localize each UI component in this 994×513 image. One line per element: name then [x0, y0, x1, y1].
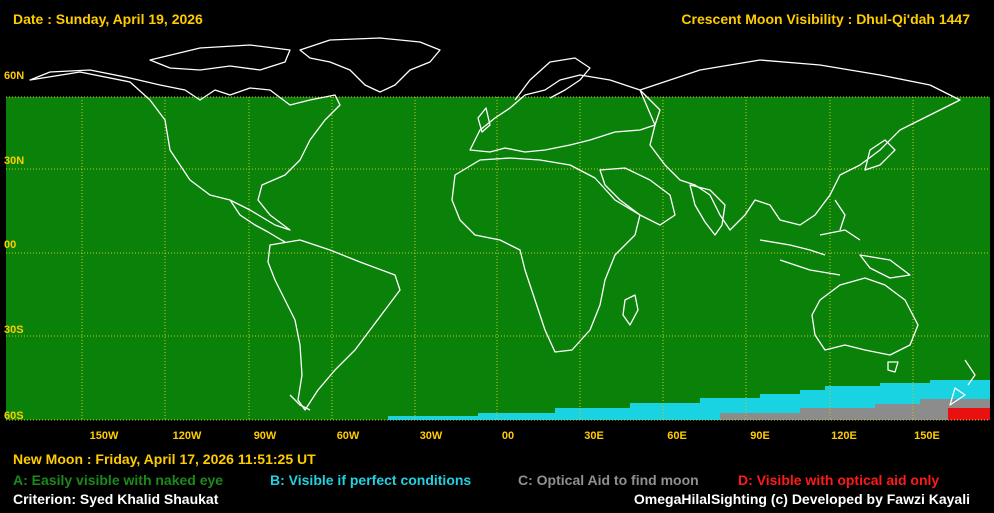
lon-label-150e: 150E [914, 430, 940, 442]
lon-label-150w: 150W [89, 430, 119, 442]
graticule [6, 96, 990, 421]
legend-d: D: Visible with optical aid only [738, 472, 940, 488]
lon-label-60e: 60E [667, 430, 687, 442]
lon-label-90w: 90W [253, 430, 277, 442]
lat-label-60s: 60S [4, 410, 24, 422]
new-moon-text: New Moon : Friday, April 17, 2026 11:51:… [13, 451, 316, 467]
lat-label-30n: 30N [4, 155, 25, 167]
lon-label-30e: 30E [584, 430, 604, 442]
lon-label-120w: 120W [172, 430, 202, 442]
lon-label-120e: 120E [831, 430, 857, 442]
legend-c: C: Optical Aid to find moon [518, 472, 699, 488]
lat-label-00: 00 [4, 239, 17, 251]
zone-c-area [720, 399, 990, 420]
lat-label-30s: 30S [4, 324, 24, 336]
lon-label-90e: 90E [750, 430, 770, 442]
legend-a: A: Easily visible with naked eye [13, 472, 224, 488]
zone-d-area [948, 408, 990, 420]
legend-b: B: Visible if perfect conditions [270, 472, 472, 488]
zone-a-area [6, 97, 990, 420]
credit-text: OmegaHilalSighting (c) Developed by Fawz… [633, 491, 970, 507]
map-title: Crescent Moon Visibility : Dhul-Qi'dah 1… [681, 11, 970, 27]
coastlines [29, 37, 976, 411]
lat-label-60n: 60N [4, 70, 25, 82]
date-text: Date : Sunday, April 19, 2026 [13, 11, 203, 27]
lon-label-60w: 60W [336, 430, 360, 442]
lon-label-00: 00 [501, 430, 515, 442]
criterion-text: Criterion: Syed Khalid Shaukat [13, 491, 219, 507]
lon-label-30w: 30W [419, 430, 443, 442]
